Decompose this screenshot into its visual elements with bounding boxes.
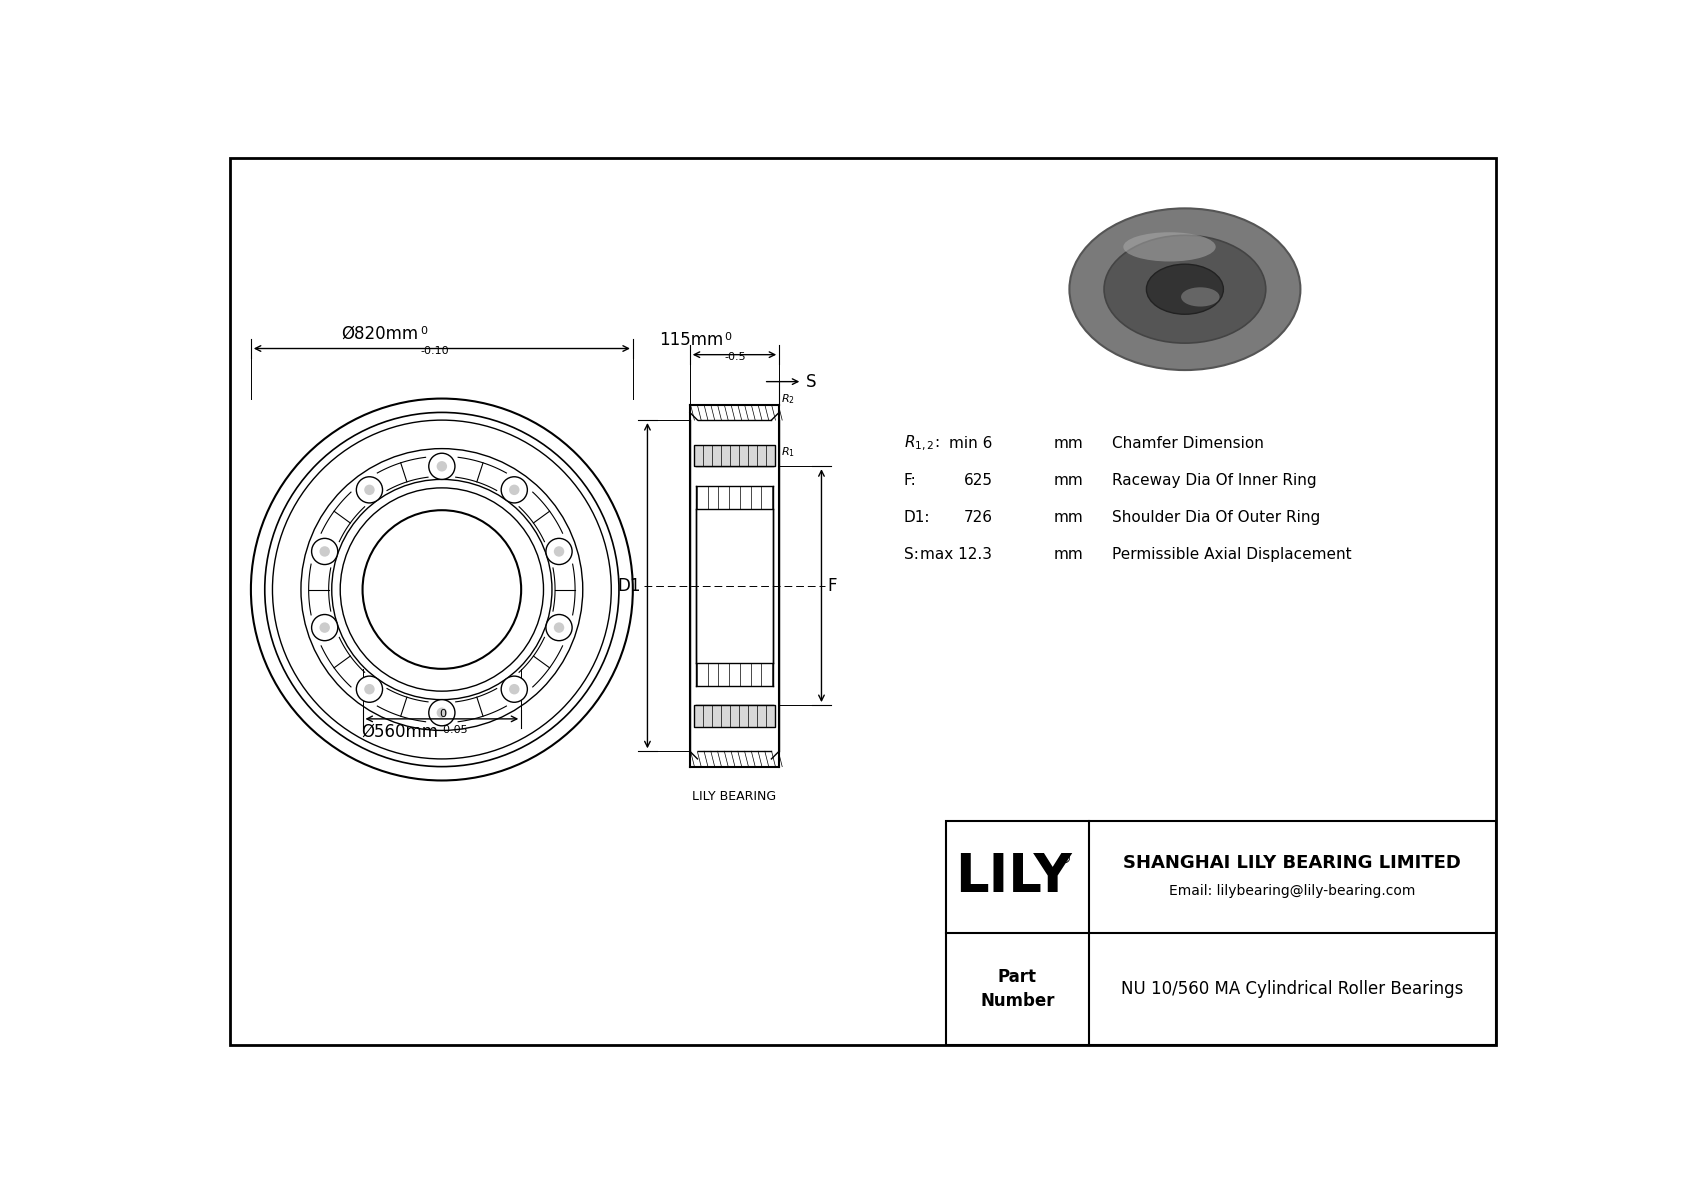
Text: mm: mm [1054, 473, 1084, 487]
Circle shape [509, 684, 519, 694]
Circle shape [320, 623, 330, 632]
Text: Chamfer Dimension: Chamfer Dimension [1111, 436, 1263, 450]
Text: 726: 726 [963, 510, 992, 525]
Text: D1:: D1: [904, 510, 930, 525]
Text: $R_2$: $R_2$ [781, 393, 795, 406]
Text: NU 10/560 MA Cylindrical Roller Bearings: NU 10/560 MA Cylindrical Roller Bearings [1122, 980, 1463, 998]
Text: Ø560mm: Ø560mm [360, 723, 438, 741]
Circle shape [502, 676, 527, 703]
Ellipse shape [1180, 287, 1219, 306]
Bar [694, 705, 775, 727]
Circle shape [436, 707, 446, 718]
Ellipse shape [1069, 208, 1300, 370]
Text: $R_{1,2}$:: $R_{1,2}$: [904, 434, 940, 453]
Text: F:: F: [904, 473, 916, 487]
Text: S:: S: [904, 547, 919, 562]
Ellipse shape [1147, 264, 1223, 314]
Circle shape [429, 699, 455, 725]
Circle shape [364, 485, 374, 495]
Circle shape [312, 538, 338, 565]
Text: 0: 0 [440, 709, 446, 719]
Circle shape [357, 476, 382, 503]
Text: 625: 625 [963, 473, 992, 487]
Text: 0: 0 [421, 326, 428, 336]
Text: LILY BEARING: LILY BEARING [692, 790, 776, 803]
Text: Part
Number: Part Number [980, 968, 1054, 1010]
Text: min 6: min 6 [950, 436, 992, 450]
Text: ®: ® [1058, 853, 1071, 867]
Text: Email: lilybearing@lily-bearing.com: Email: lilybearing@lily-bearing.com [1169, 884, 1416, 898]
Circle shape [364, 684, 374, 694]
Text: mm: mm [1054, 547, 1084, 562]
Text: F: F [827, 576, 837, 594]
Text: LILY: LILY [955, 852, 1073, 903]
Text: -0.5: -0.5 [724, 353, 746, 362]
Text: Shoulder Dia Of Outer Ring: Shoulder Dia Of Outer Ring [1111, 510, 1320, 525]
Text: D1: D1 [618, 576, 642, 594]
Text: -0.10: -0.10 [421, 347, 450, 356]
Circle shape [502, 476, 527, 503]
Circle shape [320, 547, 330, 556]
Bar [946, 822, 1495, 1045]
Text: Ø820mm: Ø820mm [342, 324, 419, 342]
Text: $R_1$: $R_1$ [781, 444, 795, 459]
Ellipse shape [1105, 236, 1266, 343]
Text: SHANGHAI LILY BEARING LIMITED: SHANGHAI LILY BEARING LIMITED [1123, 854, 1462, 872]
Circle shape [312, 615, 338, 641]
Text: 115mm: 115mm [658, 331, 722, 349]
Bar [694, 444, 775, 467]
Text: Permissible Axial Displacement: Permissible Axial Displacement [1111, 547, 1351, 562]
Circle shape [429, 454, 455, 480]
Text: S: S [807, 373, 817, 391]
Circle shape [554, 623, 564, 632]
Circle shape [554, 547, 564, 556]
Circle shape [509, 485, 519, 495]
Ellipse shape [1123, 232, 1216, 262]
Circle shape [546, 615, 573, 641]
Circle shape [546, 538, 573, 565]
Circle shape [436, 461, 446, 472]
Text: mm: mm [1054, 510, 1084, 525]
Text: 0: 0 [724, 332, 731, 342]
Text: max 12.3: max 12.3 [921, 547, 992, 562]
Text: mm: mm [1054, 436, 1084, 450]
Text: Raceway Dia Of Inner Ring: Raceway Dia Of Inner Ring [1111, 473, 1317, 487]
Text: -0.05: -0.05 [440, 725, 468, 735]
Circle shape [357, 676, 382, 703]
